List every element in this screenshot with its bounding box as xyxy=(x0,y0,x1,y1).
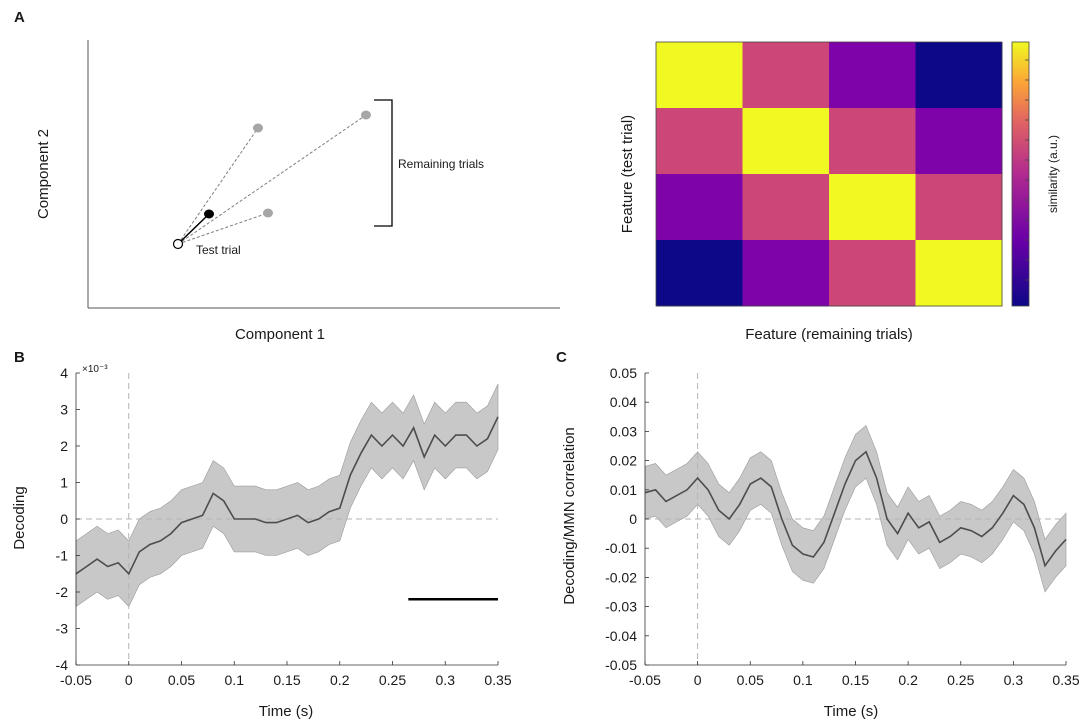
test-trial-label: Test trial xyxy=(196,243,241,257)
dashed-line-1 xyxy=(177,127,259,245)
solid-line-to-mean xyxy=(177,213,210,245)
heatmap-cell-1-1 xyxy=(742,108,830,175)
panel-c-ytick-label: 0.05 xyxy=(610,365,637,381)
panel-b-ytick-label: 2 xyxy=(60,438,68,454)
heatmap-cell-2-3 xyxy=(915,174,1003,241)
panel-c-ytick-label: -0.05 xyxy=(605,657,637,673)
heatmap-cell-0-1 xyxy=(742,42,830,109)
panel-c-xtick-label: 0.35 xyxy=(1052,672,1079,688)
panel-c-ytick-label: -0.03 xyxy=(605,599,637,615)
heatmap-cell-3-3 xyxy=(915,240,1003,307)
heatmap-cell-3-1 xyxy=(742,240,830,307)
scatter-ylabel: Component 2 xyxy=(35,129,52,219)
heatmap-cell-2-2 xyxy=(829,174,916,241)
gray-point-1 xyxy=(253,123,263,133)
panel-c-xtick-label: 0.3 xyxy=(1004,672,1024,688)
panel-b-xtick-label: 0.3 xyxy=(436,672,456,688)
panel-b-xtick-label: -0.05 xyxy=(60,672,92,688)
panel-b-xtick-label: 0 xyxy=(125,672,133,688)
panel-c-mean-line xyxy=(644,450,1067,568)
panel-b-ytick-label: -2 xyxy=(56,584,69,600)
panel-c-ytick-label: 0.04 xyxy=(610,394,637,410)
panel-a-scatter: Component 2 Component 1 Test trial Remai… xyxy=(35,40,560,343)
panel-letter-c: C xyxy=(556,349,567,366)
panel-a-heatmap: Feature (test trial) Feature (remaining … xyxy=(619,41,1060,343)
heatmap-cell-1-0 xyxy=(656,108,743,175)
panel-b-ytick-label: 4 xyxy=(60,365,68,381)
heatmap-cells xyxy=(656,42,1003,307)
panel-c-xtick-label: 0.05 xyxy=(737,672,764,688)
panel-b-xtick-label: 0.35 xyxy=(484,672,511,688)
panel-b-ylabel: Decoding xyxy=(11,486,28,549)
panel-c-ytick-label: -0.04 xyxy=(605,628,637,644)
panel-b-mean-line xyxy=(75,416,499,576)
panel-c-ytick-label: -0.01 xyxy=(605,540,637,556)
gray-point-3 xyxy=(263,208,273,218)
remaining-trials-label: Remaining trials xyxy=(398,157,484,171)
panel-b-xtick-label: 0.1 xyxy=(225,672,245,688)
panel-b-ytick-label: -1 xyxy=(56,548,69,564)
scatter-xlabel: Component 1 xyxy=(235,326,325,343)
panel-c-plot: -0.05 0 0.05 0.1 0.15 0.2 0.25 0.3 0.35 0.05 0.04 0… xyxy=(605,365,1080,688)
panel-c-ytick-label: 0.02 xyxy=(610,453,637,469)
test-trial-point xyxy=(172,238,184,250)
panel-c-xtick-label: 0.25 xyxy=(947,672,974,688)
panel-b-xlabel: Time (s) xyxy=(259,703,313,720)
panel-c-xtick-label: 0.2 xyxy=(898,672,918,688)
colorbar-label: similarity (a.u.) xyxy=(1046,135,1060,213)
heatmap-cell-1-2 xyxy=(829,108,916,175)
dashed-line-3 xyxy=(177,212,269,245)
panel-c-xtick-label: 0 xyxy=(694,672,702,688)
panel-b-ytick-label: 0 xyxy=(60,511,68,527)
colorbar-ticks xyxy=(1025,59,1029,281)
panel-b-xtick-label: 0.05 xyxy=(168,672,195,688)
heatmap-cell-3-2 xyxy=(829,240,916,307)
panel-b-plot: -0.05 0 0.05 0.1 0.15 0.2 0.25 0.3 0.35 -4 -3 -2 -1 0… xyxy=(56,365,512,688)
panel-b-confidence-band xyxy=(75,383,499,608)
panel-b-xtick-label: 0.25 xyxy=(379,672,406,688)
heatmap-cell-2-0 xyxy=(656,174,743,241)
dashed-line-2 xyxy=(177,114,367,245)
heatmap-cell-1-3 xyxy=(915,108,1003,175)
panel-b-xtick-label: 0.15 xyxy=(273,672,300,688)
panel-b-ytick-label: -3 xyxy=(56,621,69,637)
panel-c-xtick-label: -0.05 xyxy=(629,672,661,688)
panel-b-ytick-label: -4 xyxy=(56,657,69,673)
panel-b-exponent: ×10⁻³ xyxy=(82,364,108,375)
panel-c-confidence-band xyxy=(644,425,1067,593)
heatmap-cell-0-2 xyxy=(829,42,916,109)
panel-c-xtick-label: 0.1 xyxy=(793,672,813,688)
panel-c-xlabel: Time (s) xyxy=(824,703,878,720)
panel-c-ytick-label: -0.02 xyxy=(605,569,637,585)
colorbar xyxy=(1011,41,1030,307)
heatmap-cell-2-1 xyxy=(742,174,830,241)
mean-point xyxy=(204,209,214,219)
gray-point-2 xyxy=(361,110,371,120)
panel-c-ylabel: Decoding/MMN correlation xyxy=(561,427,578,605)
panel-letter-b: B xyxy=(14,349,25,366)
panel-c-ytick-label: 0.03 xyxy=(610,423,637,439)
panel-c-ytick-label: 0.01 xyxy=(610,482,637,498)
heatmap-xlabel: Feature (remaining trials) xyxy=(745,326,913,343)
heatmap-cell-0-3 xyxy=(915,42,1003,109)
panel-c-ytick-label: 0 xyxy=(629,511,637,527)
heatmap-ylabel: Feature (test trial) xyxy=(619,115,636,233)
heatmap-cell-0-0 xyxy=(656,42,743,109)
panel-b-ytick-label: 1 xyxy=(60,475,68,491)
panel-b-ytick-label: 3 xyxy=(60,402,68,418)
panel-letter-a: A xyxy=(14,9,25,26)
panel-b-xtick-label: 0.2 xyxy=(330,672,350,688)
heatmap-cell-3-0 xyxy=(656,240,743,307)
panel-c-xtick-label: 0.15 xyxy=(842,672,869,688)
remaining-trials-bracket xyxy=(374,99,393,227)
heatmap-frame xyxy=(655,41,1003,307)
